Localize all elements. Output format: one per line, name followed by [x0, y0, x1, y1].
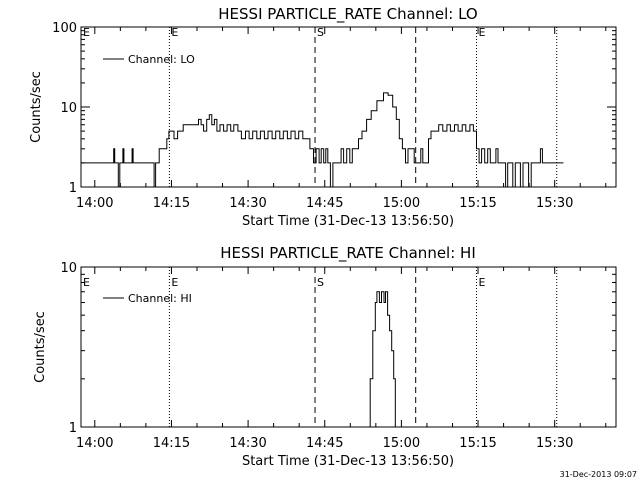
chart-lo-x-tick-label-0: 14:00	[76, 196, 113, 211]
chart-hi-y-ticks: 1 10	[60, 261, 616, 436]
chart-hi-x-tick-label-1: 14:15	[153, 436, 190, 451]
chart-lo: HESSI PARTICLE_RATE Channel: LO E S E E 14:…	[29, 5, 617, 229]
chart-hi: HESSI PARTICLE_RATE Channel: HI E S E E 14:…	[33, 244, 617, 469]
chart-lo-x-tick-label-6: 15:30	[536, 196, 573, 211]
chart-hi-x-label: Start Time (31-Dec-13 13:56:50)	[242, 454, 454, 469]
chart-lo-vline-label-0: E	[171, 26, 178, 39]
chart-lo-y-tick-label-2: 100	[52, 21, 77, 36]
chart-hi-y-label: Counts/sec	[33, 311, 48, 383]
chart-lo-y-label: Counts/sec	[29, 71, 44, 143]
chart-lo-vline-label-3: E	[479, 26, 486, 39]
chart-hi-plot-frame	[80, 266, 617, 428]
chart-hi-vline-label-0: E	[171, 276, 178, 289]
chart-lo-y-tick-label-1: 10	[60, 101, 77, 116]
chart-hi-series-0-line	[366, 291, 397, 427]
chart-lo-series-group	[81, 92, 564, 187]
chart-hi-y-tick-label-1: 10	[60, 261, 77, 276]
chart-lo-x-label: Start Time (31-Dec-13 13:56:50)	[242, 214, 454, 229]
chart-hi-y-tick-label-0: 1	[69, 421, 77, 436]
chart-hi-x-ticks: 14:00 14:15 14:30 14:45 15:00 15:15 15:30	[76, 267, 607, 451]
chart-hi-x-tick-label-0: 14:00	[76, 436, 113, 451]
chart-hi-legend-label: Channel: HI	[128, 292, 192, 305]
chart-lo-y-ticks: 1 10 100	[52, 21, 616, 196]
chart-lo-x-tick-label-2: 14:30	[229, 196, 266, 211]
chart-lo-y-tick-label-0: 1	[69, 181, 77, 196]
chart-lo-title: HESSI PARTICLE_RATE Channel: LO	[218, 5, 477, 24]
chart-hi-legend: Channel: HI	[103, 292, 192, 305]
chart-lo-legend: Channel: LO	[103, 53, 195, 66]
chart-hi-x-tick-label-4: 15:00	[383, 436, 420, 451]
chart-hi-vline-label-3: E	[479, 276, 486, 289]
chart-hi-series-group	[366, 291, 397, 427]
chart-hi-left-marker: E	[83, 276, 90, 289]
chart-lo-series-0-line	[81, 92, 564, 187]
chart-lo-vlines: E S EE	[83, 26, 558, 187]
chart-hi-title: HESSI PARTICLE_RATE Channel: HI	[220, 244, 476, 263]
chart-hi-x-tick-label-5: 15:15	[459, 436, 496, 451]
chart-hi-x-tick-label-3: 14:45	[306, 436, 343, 451]
chart-lo-x-tick-label-5: 15:15	[459, 196, 496, 211]
footer-timestamp: 31-Dec-2013 09:07	[560, 470, 637, 479]
chart-lo-x-tick-label-1: 14:15	[153, 196, 190, 211]
chart-lo-vline-label-1: S	[317, 26, 324, 39]
chart-hi-x-tick-label-2: 14:30	[229, 436, 266, 451]
chart-hi-x-tick-label-6: 15:30	[536, 436, 573, 451]
chart-lo-x-ticks: 14:00 14:15 14:30 14:45 15:00 15:15 15:30	[76, 27, 607, 211]
chart-hi-vline-label-1: S	[317, 276, 324, 289]
chart-lo-legend-label: Channel: LO	[128, 53, 195, 66]
chart-hi-vlines: E S EE	[83, 267, 558, 427]
chart-lo-left-marker: E	[83, 26, 90, 39]
chart-lo-x-tick-label-4: 15:00	[383, 196, 420, 211]
chart-lo-x-tick-label-3: 14:45	[306, 196, 343, 211]
